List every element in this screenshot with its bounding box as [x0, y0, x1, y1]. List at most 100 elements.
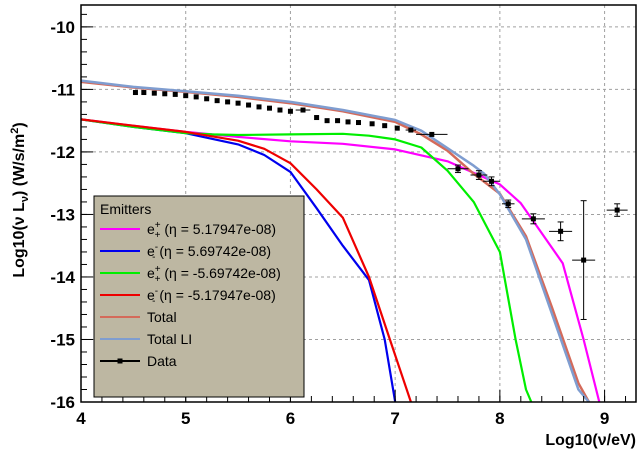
data-points-layer — [132, 90, 628, 320]
y-axis-title-group: Log10(ν Lν) (W/s/m2) — [9, 122, 31, 277]
x-tick-labels: 4 5 6 7 8 9 — [76, 409, 609, 428]
data-marker — [300, 107, 306, 113]
legend-swatch-marker — [117, 358, 123, 364]
legend-label-sub: + — [155, 274, 161, 285]
legend-entries: e+ + (η = 5.17947e-08)e-- (η = 5.69742e-0… — [100, 220, 281, 369]
legend-label: e-- (η = 5.69742e-08) — [147, 242, 271, 263]
data-marker — [505, 201, 511, 207]
legend-label-sub: - — [152, 296, 155, 307]
data-marker — [356, 120, 361, 126]
data-marker — [408, 127, 414, 133]
legend-label-rest: (η = -5.69742e-08) — [160, 265, 280, 281]
data-point — [416, 131, 448, 137]
legend-entry: e-- (η = -5.17947e-08) — [100, 286, 276, 307]
data-marker — [429, 131, 435, 137]
data-point — [225, 99, 231, 105]
legend-label: Data — [147, 353, 177, 369]
data-point — [277, 107, 283, 113]
legend-label-sup: - — [155, 286, 158, 297]
data-marker — [266, 105, 272, 111]
legend-label-rest: (η = -5.17947e-08) — [155, 287, 275, 303]
y-axis-title-sup: 2 — [9, 128, 21, 134]
data-marker — [314, 115, 320, 121]
data-point — [162, 91, 168, 97]
data-marker — [151, 90, 157, 96]
x-tick-label: 7 — [390, 409, 399, 428]
data-marker — [345, 119, 351, 125]
legend-title: Emitters — [100, 201, 151, 217]
legend: Emitters e+ + (η = 5.17947e-08)e-- (η = 5… — [93, 195, 305, 398]
legend-label: e+ + (η = -5.69742e-08) — [147, 264, 281, 285]
data-point — [521, 213, 545, 225]
data-marker — [488, 178, 494, 184]
data-marker — [162, 91, 168, 97]
data-marker — [141, 90, 147, 96]
data-point — [572, 200, 596, 320]
y-axis-title-end: ) — [11, 122, 28, 127]
data-point — [345, 119, 351, 125]
y-tick-label: -13 — [50, 205, 75, 224]
data-marker — [256, 104, 262, 110]
y-tick-label: -15 — [50, 330, 75, 349]
data-point — [369, 121, 375, 127]
data-marker — [394, 125, 400, 131]
y-tick-label: -11 — [51, 80, 75, 99]
legend-label-base: e — [147, 221, 155, 237]
data-point — [606, 203, 628, 217]
series-line-total-li — [81, 79, 590, 402]
x-tick-label: 4 — [76, 409, 86, 428]
data-point — [132, 90, 138, 96]
x-tick-label: 9 — [600, 409, 609, 428]
y-axis-title-sub: ν — [19, 196, 31, 202]
data-marker — [193, 94, 199, 100]
data-marker — [455, 166, 461, 172]
y-axis-title-unit: ) (W/s/m — [11, 134, 28, 196]
legend-label-base: e — [147, 287, 155, 303]
legend-label-sub: + — [155, 230, 161, 241]
data-marker — [581, 257, 587, 263]
y-tick-label: -12 — [50, 143, 75, 162]
data-point — [382, 123, 388, 129]
data-marker — [277, 107, 283, 113]
data-point — [501, 199, 515, 209]
legend-label: Total — [147, 309, 177, 325]
legend-entry: e+ + (η = -5.69742e-08) — [100, 264, 281, 285]
data-marker — [132, 90, 138, 96]
y-tick-label: -16 — [50, 393, 75, 412]
data-point — [151, 90, 157, 96]
legend-label: e-- (η = -5.17947e-08) — [147, 286, 276, 307]
data-marker — [287, 108, 293, 114]
y-tick-labels: -16 -15 -14 -13 -12 -11 -10 — [50, 18, 75, 412]
y-axis-title-main: Log10(ν L — [11, 202, 28, 278]
data-point — [256, 104, 262, 110]
series-line-eminus-neg — [81, 118, 412, 402]
legend-label-sub: - — [152, 252, 155, 263]
data-point — [405, 127, 417, 133]
data-marker — [235, 100, 241, 106]
data-marker — [335, 118, 341, 124]
legend-label: e+ + (η = 5.17947e-08) — [147, 220, 276, 241]
data-point — [193, 94, 199, 100]
data-point — [204, 96, 210, 102]
x-tick-label: 6 — [286, 409, 295, 428]
data-point — [214, 98, 220, 104]
data-point — [172, 91, 178, 97]
x-tick-label: 5 — [181, 409, 190, 428]
data-marker — [225, 99, 231, 105]
data-point — [266, 105, 272, 111]
data-point — [483, 176, 500, 187]
data-point — [295, 107, 311, 113]
data-marker — [476, 172, 482, 178]
legend-label: Total LI — [147, 331, 192, 347]
x-tick-label: 8 — [495, 409, 504, 428]
legend-entry: e-- (η = 5.69742e-08) — [100, 242, 271, 263]
legend-label-sup: - — [155, 242, 158, 253]
legend-entry: e+ + (η = 5.17947e-08) — [100, 220, 276, 241]
y-tick-label: -10 — [50, 18, 75, 37]
legend-label-sup: + — [155, 264, 161, 275]
ticks — [80, 13, 627, 403]
legend-entry: Total — [100, 309, 177, 325]
data-point — [141, 90, 147, 96]
